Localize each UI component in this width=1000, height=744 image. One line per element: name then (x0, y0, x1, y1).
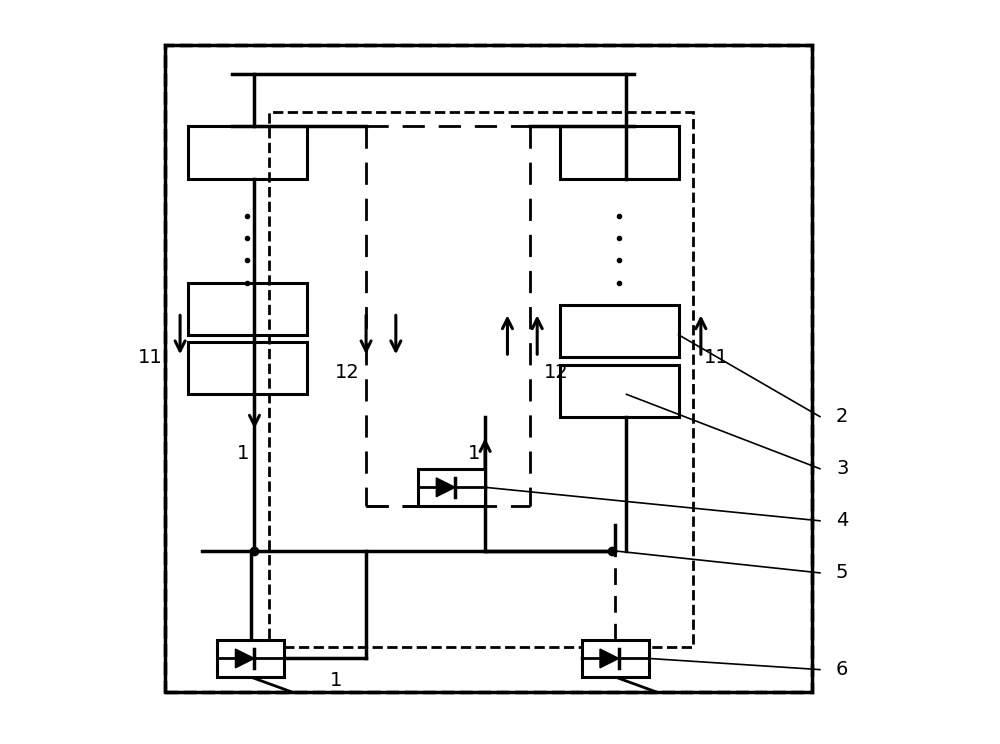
Bar (165, 45, 812, 692)
Bar (560, 305, 679, 357)
Text: 1: 1 (330, 671, 343, 690)
Bar (560, 365, 679, 417)
Bar (188, 126, 307, 179)
Polygon shape (600, 649, 619, 668)
Text: 5: 5 (836, 563, 848, 583)
Text: 12: 12 (543, 362, 568, 382)
Text: 11: 11 (138, 347, 163, 367)
Bar (217, 640, 284, 677)
Bar (418, 469, 485, 506)
Text: 6: 6 (836, 660, 848, 679)
Bar (582, 640, 649, 677)
Text: 11: 11 (703, 347, 728, 367)
Bar (188, 342, 307, 394)
Text: 1: 1 (468, 444, 480, 464)
Text: 2: 2 (836, 407, 848, 426)
Polygon shape (235, 649, 254, 668)
Polygon shape (436, 478, 455, 497)
Bar (269, 112, 693, 647)
Text: 3: 3 (836, 459, 848, 478)
Text: 4: 4 (836, 511, 848, 530)
Bar (560, 126, 679, 179)
Text: 12: 12 (335, 362, 360, 382)
Text: 1: 1 (237, 444, 250, 464)
Bar (188, 283, 307, 335)
Bar (165, 45, 812, 692)
